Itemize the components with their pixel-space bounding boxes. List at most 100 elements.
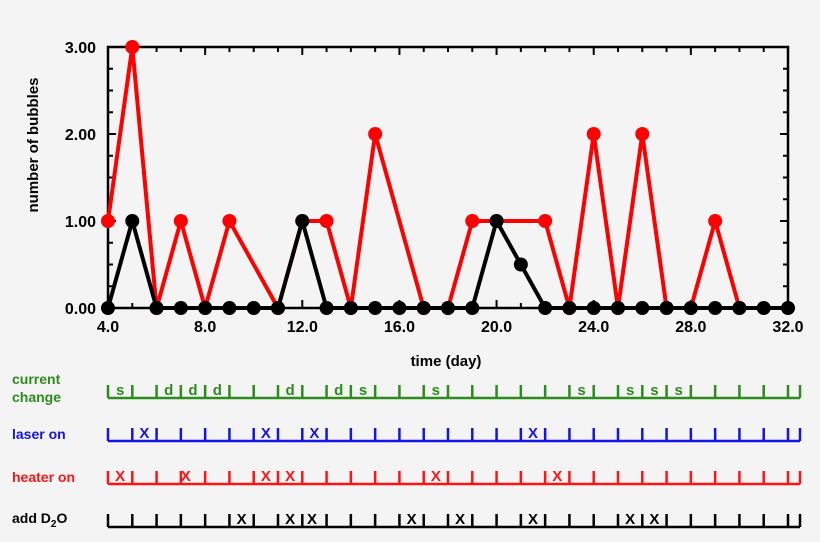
label-subscript: 2 [51,519,57,530]
event-mark: s [626,382,634,399]
event-row-3: add D2O X X X X X X X X [12,510,802,530]
event-mark: X [649,511,659,528]
data-point [173,214,188,228]
data-point [441,301,455,315]
data-point [246,301,261,315]
data-point [222,214,237,228]
data-point [465,214,480,228]
event-mark: X [309,425,319,442]
event-row-label: heater on [12,469,75,485]
event-mark: X [528,425,538,442]
data-point [416,301,431,315]
y-tick-label: 0.00 [65,301,96,318]
data-point [173,301,188,315]
y-axis-title: number of bubbles [25,78,42,213]
data-point [635,127,650,141]
data-point [271,301,285,315]
event-mark: d [286,382,295,399]
event-mark: X [307,511,317,528]
event-mark: s [577,382,585,399]
series-layer [101,40,795,315]
data-point [659,301,674,315]
data-point [198,301,213,315]
event-row-label: add D2O [12,510,67,530]
x-tick-label: 28.0 [675,319,706,336]
x-tick-label: 4.0 [97,319,119,336]
data-point [538,301,553,315]
data-point [781,301,795,315]
event-mark: X [407,511,417,528]
label-part: add D [12,510,51,526]
data-point [586,127,601,141]
event-mark: X [261,425,271,442]
event-row-label: current change [12,371,61,405]
event-row-label: laser on [12,426,66,442]
data-point [101,214,115,228]
x-axis-title: time (day) [411,353,482,370]
event-row-0: current change s d d d d d s s s s s s [12,371,802,405]
data-point [562,301,577,315]
event-mark: X [181,468,191,485]
event-mark: d [188,382,197,399]
event-mark: X [455,511,465,528]
data-point [343,301,358,315]
event-mark: X [237,511,247,528]
data-point [586,301,601,315]
data-point [465,301,480,315]
data-point [319,301,334,315]
data-point [392,301,407,315]
event-mark: d [213,382,222,399]
data-point [538,214,553,228]
data-point [319,214,334,228]
series-1 [101,214,795,315]
data-point [683,301,698,315]
y-tick-label: 3.00 [65,40,96,57]
event-row-2: heater on X X X X X X [12,468,802,486]
event-mark: s [116,382,124,399]
event-mark: s [675,382,683,399]
event-mark: X [261,468,271,485]
data-point [125,40,140,54]
data-point [368,301,383,315]
data-point [222,301,237,315]
data-point [708,301,723,315]
data-point [732,301,747,315]
label-line: change [12,389,61,405]
event-mark: s [432,382,440,399]
x-tick-label: 8.0 [194,319,216,336]
event-mark: d [334,382,343,399]
event-mark: X [552,468,562,485]
event-mark: X [431,468,441,485]
data-point [756,301,771,315]
label-part: O [56,510,67,526]
event-mark: s [359,382,367,399]
x-tick-label: 16.0 [384,319,415,336]
event-mark: X [625,511,635,528]
x-tick-label: 20.0 [481,319,512,336]
data-point [611,301,625,315]
data-point [635,301,650,315]
y-tick-label: 2.00 [65,127,96,144]
x-tick-label: 24.0 [578,319,609,336]
data-point [513,257,528,272]
data-point [295,214,310,228]
y-tick-label: 1.00 [65,214,96,231]
event-mark: d [164,382,173,399]
x-tick-label: 32.0 [772,319,803,336]
event-mark: X [115,468,125,485]
data-point [149,301,164,315]
data-point [125,214,140,228]
data-point [101,301,115,315]
x-axis: 4.0 8.0 12.0 16.0 20.0 24.0 28.0 32.0 [97,47,804,336]
event-mark: X [528,511,538,528]
x-tick-label: 12.0 [287,319,318,336]
data-point [489,214,504,228]
event-row-1: laser on X X X X [12,425,802,443]
data-point [368,127,383,141]
event-mark: X [285,511,295,528]
label-line: current [12,371,61,387]
data-point [708,214,723,228]
